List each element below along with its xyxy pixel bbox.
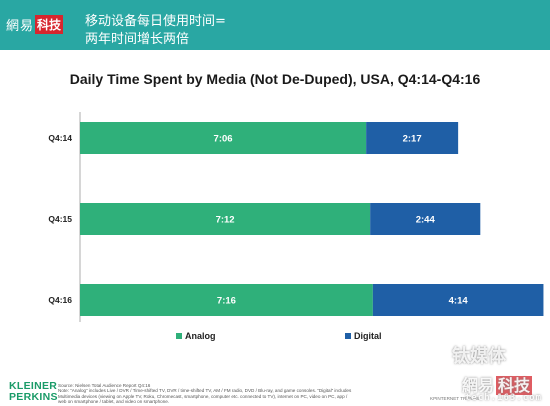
legend-analog-swatch: [176, 333, 182, 339]
watermark-163-badge: 科技: [496, 376, 533, 395]
legend-digital: Digital: [345, 331, 382, 341]
bar-digital-Q4-15: [370, 203, 481, 235]
watermark-163: 網易 科技: [462, 372, 533, 396]
bar-analog-Q4-14: [80, 122, 367, 154]
logo-line2: PERKINS: [9, 391, 58, 403]
source-line: Multimedia devices (viewing on Apple TV,…: [58, 393, 348, 399]
header-banner: 網易 科技 移动设备每日使用时间= 两年时间增长两倍: [0, 0, 550, 50]
source-note: Source: Nielsen Total Audience Report Q4…: [58, 383, 428, 405]
source-line: Source: Nielsen Total Audience Report Q4…: [58, 383, 151, 388]
bar-analog-Q4-16: [80, 284, 373, 316]
y-tick-label-Q4-15: Q4:15: [48, 214, 72, 224]
bar-digital-Q4-16: [372, 284, 544, 316]
watermark-163-text: 網易: [462, 376, 495, 395]
brand-logo: 網易 科技: [6, 15, 64, 34]
data-label-analog-Q4-16: 7:16: [217, 296, 236, 307]
data-label-analog-Q4-14: 7:06: [214, 134, 233, 145]
legend-digital-swatch: [345, 333, 351, 339]
watermark-tmt: 钛媒体: [452, 346, 506, 367]
source-line: web on smartphone / tablet, and video on…: [58, 399, 170, 405]
data-label-analog-Q4-15: 7:12: [216, 215, 235, 226]
chart-title: Daily Time Spent by Media (Not De-Duped)…: [69, 71, 481, 87]
header-headline-line2: 两年时间增长两倍: [85, 32, 190, 47]
brand-logo-text: 網易: [6, 19, 35, 34]
legend-digital-label: Digital: [354, 331, 382, 341]
logo-line1: KLEINER: [9, 380, 58, 392]
y-tick-label-Q4-14: Q4:14: [48, 133, 72, 143]
data-label-digital-Q4-16: 4:14: [449, 296, 469, 307]
footer-brand-text: KPINTERNET TRENDS: [430, 396, 480, 401]
y-tick-label-Q4-16: Q4:16: [48, 295, 72, 305]
legend-analog-label: Analog: [185, 331, 216, 341]
bar-digital-Q4-14: [366, 122, 459, 154]
header-headline-line1: 移动设备每日使用时间=: [85, 14, 226, 29]
legend-analog: Analog: [176, 331, 216, 341]
kleiner-perkins-logo: KLEINER PERKINS: [9, 381, 58, 403]
watermark-url: tech.163.com: [465, 393, 543, 403]
brand-logo-badge: 科技: [35, 15, 64, 34]
data-label-digital-Q4-14: 2:17: [403, 134, 422, 145]
bar-analog-Q4-15: [80, 203, 371, 235]
data-label-digital-Q4-15: 2:44: [416, 215, 436, 226]
source-line: Note: “Analog” includes Live / DVR / Tim…: [58, 388, 352, 394]
